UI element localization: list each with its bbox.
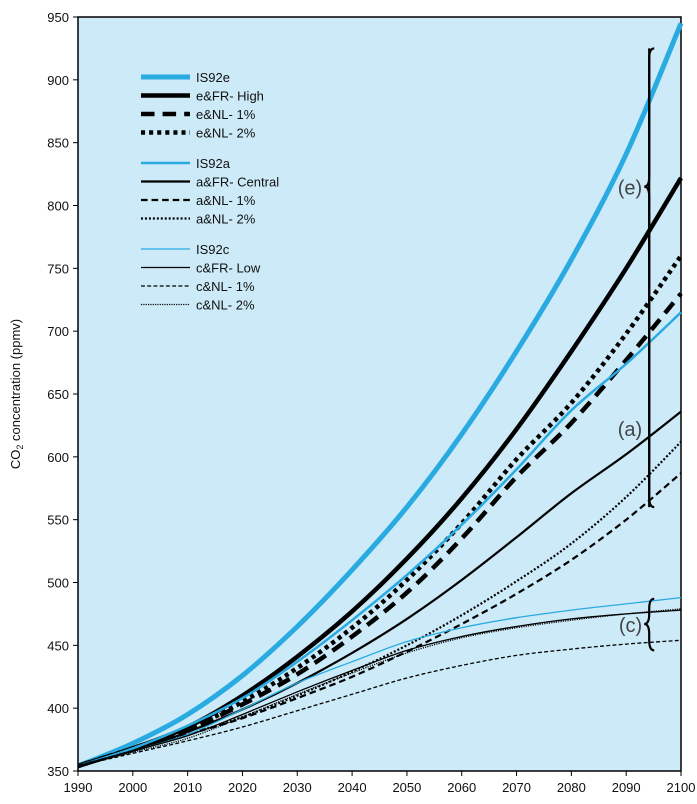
series-line-5 — [77, 410, 682, 768]
series-line-4 — [77, 311, 682, 768]
legend-label-2: e&NL- 1% — [196, 107, 256, 122]
x-tick-label-7: 2060 — [447, 780, 476, 795]
y-axis-label-part-2: concentration (ppmv) — [8, 319, 23, 445]
legend-label-6: a&NL- 1% — [196, 193, 256, 208]
y-tick-label-1: 400 — [47, 701, 69, 716]
series-line-9 — [77, 609, 682, 767]
plot-area — [77, 16, 682, 772]
x-tick-label-5: 2040 — [338, 780, 367, 795]
y-tick-label-2: 450 — [47, 638, 69, 653]
y-tick-label-7: 700 — [47, 324, 69, 339]
y-axis-label: CO2 concentration (ppmv) — [8, 319, 25, 469]
x-tick-label-11: 2100 — [667, 780, 696, 795]
y-tick-label-10: 850 — [47, 136, 69, 151]
x-tick-label-10: 2090 — [612, 780, 641, 795]
legend-label-11: c&NL- 2% — [196, 298, 255, 313]
y-axis-label-part-1: CO — [8, 450, 23, 470]
series-line-11 — [77, 608, 682, 767]
legend-label-3: e&NL- 2% — [196, 126, 256, 141]
series-line-0 — [77, 22, 684, 769]
x-tick-label-8: 2070 — [502, 780, 531, 795]
x-tick-label-1: 2000 — [118, 780, 147, 795]
group-label-2: (c) — [619, 615, 642, 637]
group-label-0: (e) — [618, 178, 642, 200]
x-tick-label-4: 2030 — [283, 780, 312, 795]
y-tick-label-4: 550 — [47, 513, 69, 528]
y-tick-label-12: 950 — [47, 10, 69, 25]
x-tick-label-2: 2010 — [173, 780, 202, 795]
legend-label-7: a&NL- 2% — [196, 212, 256, 227]
legend-label-5: a&FR- Central — [196, 175, 279, 190]
y-axis-label-subscript: 2 — [15, 445, 25, 450]
y-tick-label-0: 350 — [47, 764, 69, 779]
legend-label-0: IS92e — [196, 70, 230, 85]
series-line-3 — [77, 254, 683, 769]
axes: 1990 2000 2010 2020 2030 2040 2050 2060 2070 2080… — [47, 10, 695, 795]
legend-label-10: c&NL- 1% — [196, 279, 255, 294]
legend-label-4: IS92a — [196, 156, 231, 171]
y-tick-label-6: 650 — [47, 387, 69, 402]
group-label-1: (a) — [618, 419, 642, 441]
legend-label-8: IS92c — [196, 242, 230, 257]
x-tick-label-6: 2050 — [392, 780, 421, 795]
legend: IS92e e&FR- High e&NL- 1% e&NL- 2% IS92a a&FR… — [141, 70, 279, 313]
x-tick-label-0: 1990 — [64, 780, 93, 795]
y-tick-label-11: 900 — [47, 73, 69, 88]
y-tick-label-9: 800 — [47, 199, 69, 214]
series-line-6 — [77, 472, 682, 768]
y-tick-label-5: 600 — [47, 450, 69, 465]
x-tick-label-9: 2080 — [557, 780, 586, 795]
y-tick-label-8: 750 — [47, 261, 69, 276]
x-tick-label-3: 2020 — [228, 780, 257, 795]
legend-label-1: e&FR- High — [196, 89, 264, 104]
series-line-10 — [77, 639, 682, 767]
series-line-8 — [77, 596, 682, 767]
series-layer — [77, 22, 684, 769]
legend-label-9: c&FR- Low — [196, 261, 261, 276]
y-tick-label-3: 500 — [47, 576, 69, 591]
